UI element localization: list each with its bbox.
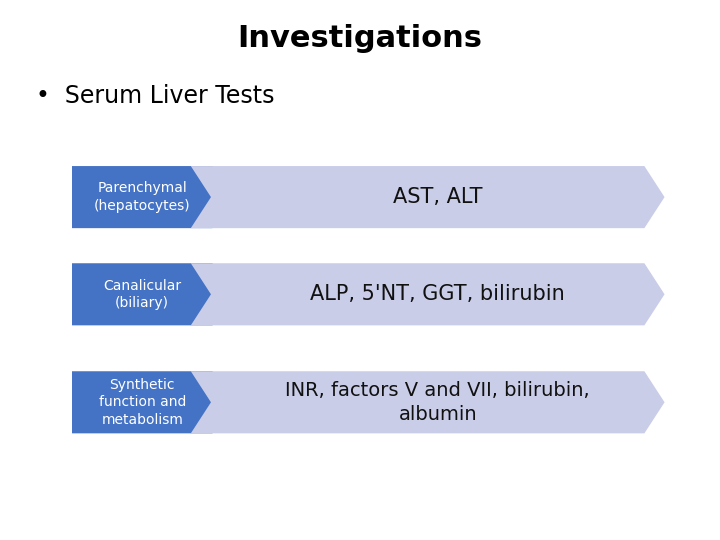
Polygon shape [191, 372, 665, 433]
Polygon shape [191, 263, 665, 325]
Polygon shape [191, 166, 665, 228]
Text: AST, ALT: AST, ALT [393, 187, 482, 207]
Text: Investigations: Investigations [238, 24, 482, 53]
Polygon shape [72, 372, 233, 433]
Text: •  Serum Liver Tests: • Serum Liver Tests [36, 84, 274, 107]
Text: Parenchymal
(hepatocytes): Parenchymal (hepatocytes) [94, 181, 191, 213]
Text: ALP, 5'NT, GGT, bilirubin: ALP, 5'NT, GGT, bilirubin [310, 284, 565, 305]
Polygon shape [72, 166, 233, 228]
Polygon shape [72, 263, 233, 325]
Text: INR, factors V and VII, bilirubin,
albumin: INR, factors V and VII, bilirubin, album… [285, 381, 590, 423]
Text: Synthetic
function and
metabolism: Synthetic function and metabolism [99, 378, 186, 427]
Text: Canalicular
(biliary): Canalicular (biliary) [103, 279, 181, 310]
